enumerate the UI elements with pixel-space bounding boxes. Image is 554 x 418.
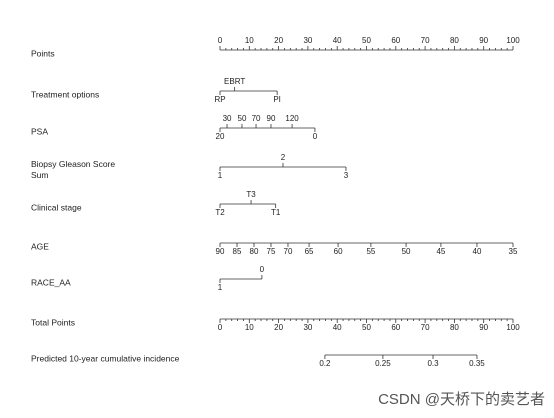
tick-label: 70	[421, 323, 430, 332]
tick-label: 70	[421, 36, 430, 45]
tick-label: PI	[273, 95, 281, 104]
tick-label: 60	[334, 247, 343, 256]
tick-label: 120	[285, 114, 299, 123]
tick-label: 75	[267, 247, 276, 256]
tick-label: 100	[506, 36, 520, 45]
axis-name: Treatment options	[31, 89, 99, 99]
tick-label: 20	[274, 36, 283, 45]
axis-name: Points	[31, 48, 55, 58]
tick-label: 30	[223, 114, 232, 123]
tick-label: 40	[473, 247, 482, 256]
tick-label: 0	[218, 323, 223, 332]
tick-label: EBRT	[224, 77, 245, 86]
tick-label: 90	[479, 36, 488, 45]
tick-label: 10	[245, 36, 254, 45]
tick-label: T2	[215, 208, 225, 217]
tick-label: 45	[436, 247, 445, 256]
tick-label: 85	[233, 247, 242, 256]
tick-label: 50	[362, 36, 371, 45]
axis-name: Clinical stage	[31, 202, 82, 212]
tick-label: 50	[362, 323, 371, 332]
tick-label: 1	[218, 171, 223, 180]
tick-label: 100	[506, 323, 520, 332]
axis-name: AGE	[31, 241, 49, 251]
axis-name: Predicted 10-year cumulative incidence	[31, 353, 180, 363]
tick-label: T3	[246, 190, 256, 199]
axis-name: Sum	[31, 170, 48, 180]
tick-label: 0	[313, 132, 318, 141]
tick-label: 10	[245, 323, 254, 332]
tick-label: 65	[305, 247, 314, 256]
tick-label: 30	[303, 323, 312, 332]
tick-label: 2	[281, 153, 286, 162]
tick-label: 90	[216, 247, 225, 256]
tick-label: 30	[303, 36, 312, 45]
tick-label: 60	[391, 36, 400, 45]
tick-label: 50	[238, 114, 247, 123]
tick-label: 0.3	[427, 359, 439, 368]
tick-label: 0	[218, 36, 223, 45]
tick-label: 80	[450, 36, 459, 45]
axis-name: RACE_AA	[31, 277, 71, 287]
tick-label: 35	[509, 247, 518, 256]
tick-label: 70	[252, 114, 261, 123]
axis-name: PSA	[31, 126, 48, 136]
tick-label: 0.25	[375, 359, 391, 368]
tick-label: 70	[284, 247, 293, 256]
tick-label: 0.35	[469, 359, 485, 368]
watermark: CSDN @天桥下的卖艺者	[378, 391, 545, 408]
tick-label: 40	[333, 323, 342, 332]
tick-label: 80	[450, 323, 459, 332]
tick-label: 55	[366, 247, 375, 256]
tick-label: 3	[344, 171, 349, 180]
tick-label: 60	[391, 323, 400, 332]
tick-label: 90	[479, 323, 488, 332]
tick-label: 0.2	[319, 359, 331, 368]
axis-name: Total Points	[31, 317, 75, 327]
tick-label: 20	[216, 132, 225, 141]
tick-label: 90	[267, 114, 276, 123]
tick-label: 50	[402, 247, 411, 256]
tick-label: 20	[274, 323, 283, 332]
axis-name: Biopsy Gleason Score	[31, 159, 115, 169]
tick-label: 80	[250, 247, 259, 256]
tick-label: 40	[333, 36, 342, 45]
tick-label: RP	[214, 95, 225, 104]
tick-label: 0	[260, 265, 265, 274]
tick-label: 1	[218, 283, 223, 292]
tick-label: T1	[271, 208, 281, 217]
